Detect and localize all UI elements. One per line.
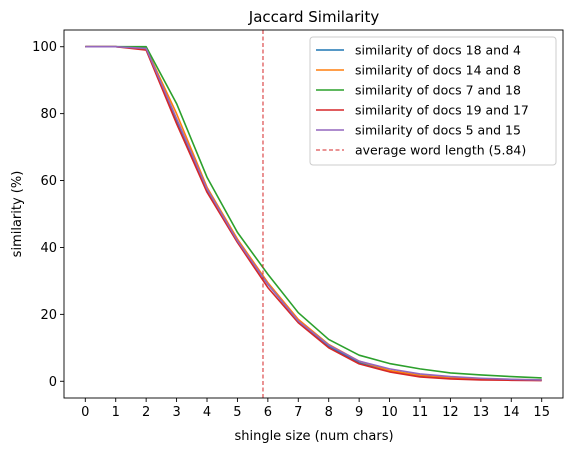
x-tick-label: 6 xyxy=(264,405,272,420)
x-tick-label: 0 xyxy=(81,405,89,420)
legend-label: average word length (5.84) xyxy=(355,143,526,158)
x-axis-label: shingle size (num chars) xyxy=(234,429,393,444)
legend-label: similarity of docs 19 and 17 xyxy=(355,103,529,118)
y-tick-label: 80 xyxy=(40,107,57,122)
x-axis: 0 1 2 3 4 5 6 7 8 9 10 11 12 13 14 15 xyxy=(81,398,550,420)
x-tick-label: 2 xyxy=(142,405,150,420)
y-tick-label: 40 xyxy=(40,241,57,256)
chart-title: Jaccard Similarity xyxy=(248,8,380,26)
legend-label: similarity of docs 18 and 4 xyxy=(355,43,521,58)
y-tick-label: 0 xyxy=(49,375,57,390)
x-tick-label: 4 xyxy=(203,405,211,420)
y-axis: 0 20 40 60 80 100 xyxy=(32,40,64,390)
x-tick-label: 5 xyxy=(233,405,241,420)
x-tick-label: 14 xyxy=(503,405,520,420)
x-tick-label: 10 xyxy=(381,405,398,420)
y-tick-label: 60 xyxy=(40,174,57,189)
legend-label: similarity of docs 5 and 15 xyxy=(355,123,521,138)
legend-label: similarity of docs 7 and 18 xyxy=(355,83,521,98)
x-tick-label: 11 xyxy=(412,405,429,420)
y-axis-label: similarity (%) xyxy=(10,171,25,258)
x-tick-label: 13 xyxy=(473,405,490,420)
x-tick-label: 7 xyxy=(294,405,302,420)
x-tick-label: 3 xyxy=(172,405,180,420)
y-tick-label: 100 xyxy=(32,40,57,55)
legend-label: similarity of docs 14 and 8 xyxy=(355,63,521,78)
x-tick-label: 1 xyxy=(112,405,120,420)
x-tick-label: 8 xyxy=(325,405,333,420)
x-tick-label: 9 xyxy=(355,405,363,420)
y-tick-label: 20 xyxy=(40,308,57,323)
x-tick-label: 12 xyxy=(442,405,459,420)
x-tick-label: 15 xyxy=(533,405,550,420)
legend: similarity of docs 18 and 4 similarity of… xyxy=(310,37,556,165)
